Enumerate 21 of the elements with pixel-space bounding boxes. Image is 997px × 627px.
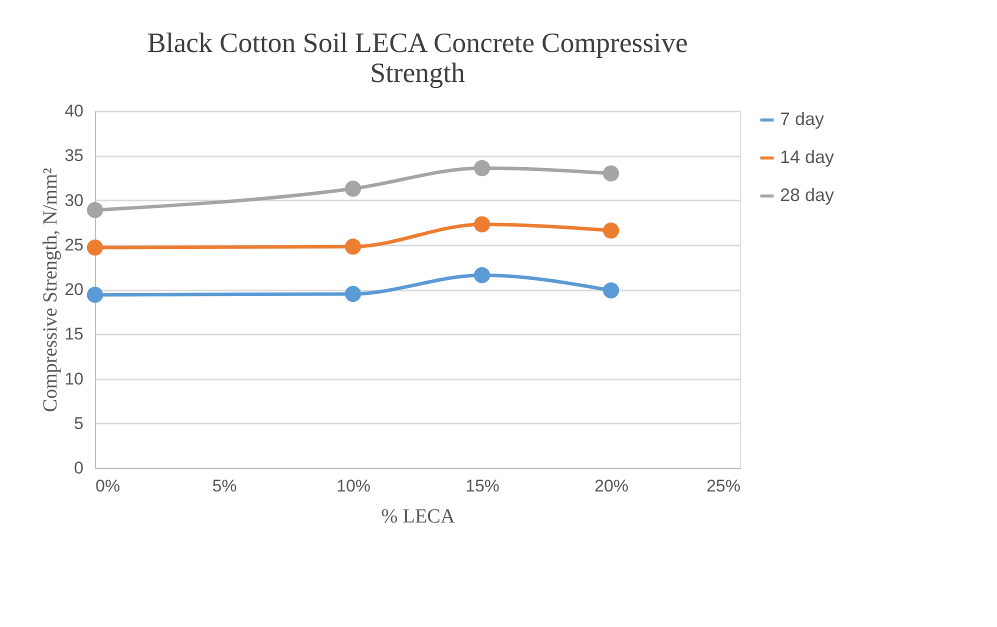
chart-title: Black Cotton Soil LECA Concrete Compressive Strength: [147, 28, 688, 89]
x-tick-label: 5%: [212, 476, 237, 496]
y-tick-label: 25: [64, 235, 84, 254]
x-tick-label: 0%: [96, 476, 120, 496]
y-axis-title: Compressive Strength, N/mm²: [40, 168, 62, 412]
x-tick-label: 10%: [336, 476, 371, 496]
y-tick-label: 5: [74, 414, 84, 433]
legend-label: 7 day: [780, 109, 824, 129]
y-tick-label: 10: [64, 369, 84, 388]
y-tick-label: 0: [74, 458, 84, 478]
x-tick-label: 20%: [594, 476, 629, 496]
y-tick-label: 15: [64, 324, 84, 344]
y-tick-label: 20: [64, 280, 84, 299]
x-tick-label: 25%: [706, 476, 740, 496]
x-tick-label: 15%: [465, 476, 500, 496]
y-tick-label: 40: [64, 102, 84, 120]
y-tick-label: 30: [64, 190, 84, 210]
y-tick-label: 35: [64, 146, 84, 166]
x-axis-title: % LECA: [381, 506, 456, 528]
legend-label: 14 day: [780, 147, 834, 167]
legend-label: 28 day: [780, 185, 834, 205]
